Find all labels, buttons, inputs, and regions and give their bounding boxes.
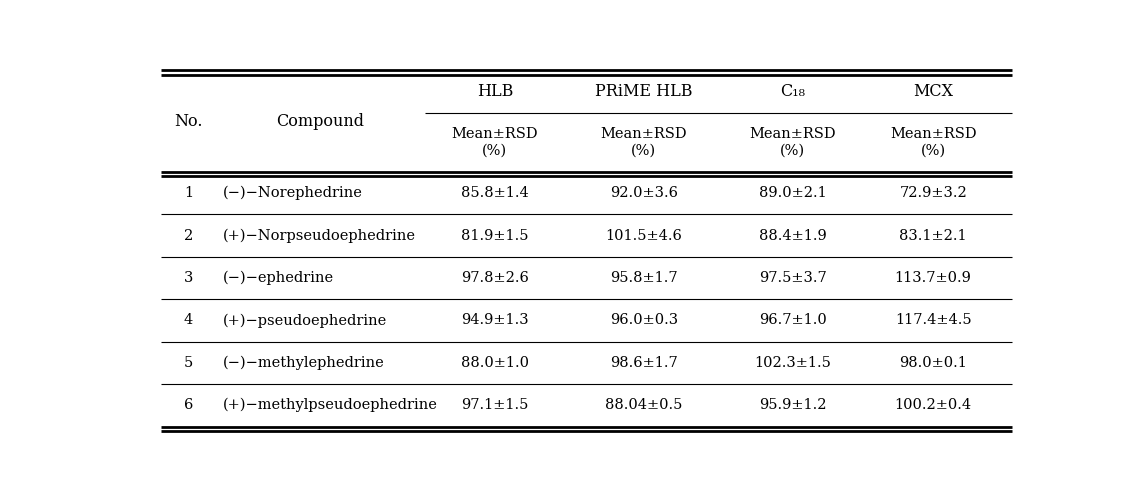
Text: 95.9±1.2: 95.9±1.2	[758, 399, 826, 412]
Text: No.: No.	[174, 113, 202, 130]
Text: 97.5±3.7: 97.5±3.7	[758, 271, 827, 285]
Text: 88.0±1.0: 88.0±1.0	[461, 356, 529, 370]
Text: 92.0±3.6: 92.0±3.6	[610, 186, 677, 200]
Text: 85.8±1.4: 85.8±1.4	[461, 186, 529, 200]
Text: 98.6±1.7: 98.6±1.7	[610, 356, 677, 370]
Text: 96.7±1.0: 96.7±1.0	[758, 313, 827, 327]
Text: (−)−Norephedrine: (−)−Norephedrine	[223, 186, 363, 200]
Text: 101.5±4.6: 101.5±4.6	[605, 229, 682, 243]
Text: Mean±RSD
(%): Mean±RSD (%)	[890, 127, 977, 157]
Text: 97.8±2.6: 97.8±2.6	[461, 271, 529, 285]
Text: 88.4±1.9: 88.4±1.9	[758, 229, 827, 243]
Text: 6: 6	[184, 399, 193, 412]
Text: 97.1±1.5: 97.1±1.5	[461, 399, 529, 412]
Text: 88.04±0.5: 88.04±0.5	[605, 399, 683, 412]
Text: 94.9±1.3: 94.9±1.3	[461, 313, 529, 327]
Text: 102.3±1.5: 102.3±1.5	[754, 356, 832, 370]
Text: 1: 1	[184, 186, 193, 200]
Text: (+)−methylpseudoephedrine: (+)−methylpseudoephedrine	[223, 398, 438, 412]
Text: 117.4±4.5: 117.4±4.5	[895, 313, 971, 327]
Text: 83.1±2.1: 83.1±2.1	[899, 229, 967, 243]
Text: 2: 2	[184, 229, 193, 243]
Text: (−)−ephedrine: (−)−ephedrine	[223, 271, 334, 285]
Text: 100.2±0.4: 100.2±0.4	[895, 399, 971, 412]
Text: Mean±RSD
(%): Mean±RSD (%)	[601, 127, 688, 157]
Text: 4: 4	[184, 313, 193, 327]
Text: 89.0±2.1: 89.0±2.1	[758, 186, 827, 200]
Text: (−)−methylephedrine: (−)−methylephedrine	[223, 356, 384, 370]
Text: 5: 5	[184, 356, 193, 370]
Text: C₁₈: C₁₈	[780, 83, 805, 100]
Text: Compound: Compound	[277, 113, 364, 130]
Text: PRiME HLB: PRiME HLB	[595, 83, 692, 100]
Text: 3: 3	[184, 271, 193, 285]
Text: 81.9±1.5: 81.9±1.5	[461, 229, 529, 243]
Text: Mean±RSD
(%): Mean±RSD (%)	[452, 127, 538, 157]
Text: 95.8±1.7: 95.8±1.7	[610, 271, 677, 285]
Text: (+)−pseudoephedrine: (+)−pseudoephedrine	[223, 313, 387, 328]
Text: 72.9±3.2: 72.9±3.2	[899, 186, 967, 200]
Text: Mean±RSD
(%): Mean±RSD (%)	[749, 127, 836, 157]
Text: HLB: HLB	[477, 83, 513, 100]
Text: 113.7±0.9: 113.7±0.9	[895, 271, 971, 285]
Text: (+)−Norpseudoephedrine: (+)−Norpseudoephedrine	[223, 228, 416, 243]
Text: 98.0±0.1: 98.0±0.1	[899, 356, 967, 370]
Text: MCX: MCX	[913, 83, 953, 100]
Text: 96.0±0.3: 96.0±0.3	[610, 313, 677, 327]
